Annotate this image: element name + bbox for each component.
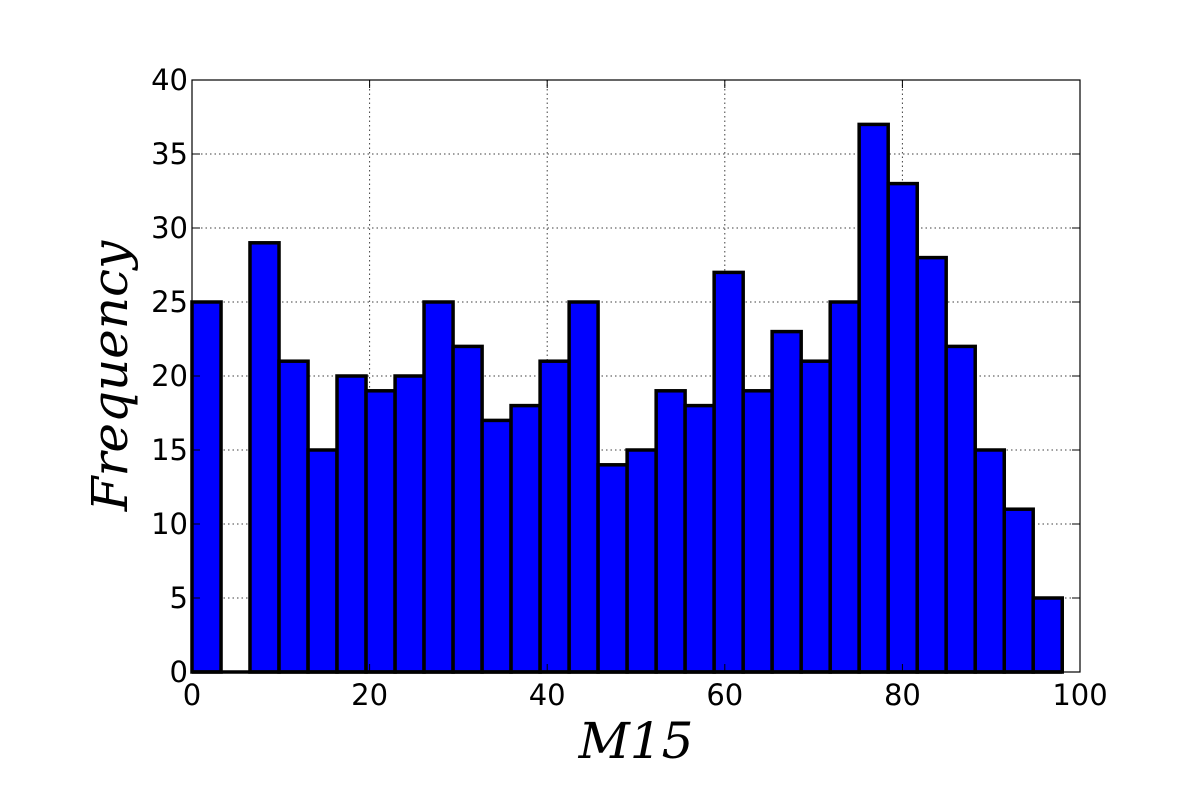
- x-tick-label: 20: [351, 678, 388, 712]
- y-tick-label: 35: [151, 137, 188, 171]
- y-tick-labels: 0 5 10 15 20 25 30 35 40: [151, 63, 188, 689]
- histogram-bar: [741, 389, 774, 674]
- histogram-bar: [973, 448, 1007, 674]
- y-tick-label: 20: [151, 359, 188, 393]
- histogram-bar: [596, 463, 629, 674]
- histogram-bar: [480, 418, 513, 674]
- histogram-bar: [712, 270, 745, 674]
- histogram-bar: [248, 241, 281, 674]
- histogram-bar: [277, 359, 310, 674]
- histogram-bar: [625, 448, 658, 674]
- x-tick-label: 60: [706, 678, 743, 712]
- histogram-bar: [451, 344, 484, 674]
- x-tick-labels: 0 20 40 60 80 100: [183, 678, 1108, 712]
- histogram-bar: [422, 300, 455, 674]
- y-tick-label: 5: [170, 581, 188, 615]
- x-tick-label: 0: [183, 678, 201, 712]
- histogram-bar: [944, 344, 977, 674]
- histogram-bar: [509, 403, 542, 674]
- histogram-bar: [364, 389, 397, 674]
- histogram-bar: [538, 359, 571, 674]
- histogram-bar: [770, 329, 803, 674]
- y-tick-label: 25: [151, 285, 188, 319]
- histogram-bar: [567, 300, 600, 674]
- histogram-bar: [683, 403, 716, 674]
- histogram-bar: [915, 255, 948, 674]
- histogram-bar: [393, 374, 426, 674]
- histogram-bar: [654, 389, 687, 674]
- histogram-bar: [1002, 507, 1035, 674]
- histogram-bar: [335, 374, 368, 674]
- histogram-bar: [190, 300, 223, 674]
- y-axis-title: Frequency: [81, 240, 139, 512]
- histogram-bars: [190, 122, 1064, 674]
- x-tick-label: 80: [884, 678, 921, 712]
- y-tick-label: 15: [151, 433, 188, 467]
- x-tick-label: 100: [1052, 678, 1107, 712]
- histogram-bar: [886, 181, 919, 674]
- x-tick-label: 40: [529, 678, 566, 712]
- y-tick-label: 0: [170, 655, 188, 689]
- histogram-bar: [799, 359, 832, 674]
- histogram-bar: [1031, 596, 1064, 674]
- y-tick-label: 40: [151, 63, 188, 97]
- histogram-bar: [857, 122, 890, 674]
- x-axis-title: M15: [578, 712, 694, 770]
- axis-ticks: [191, 79, 1081, 674]
- y-tick-label: 30: [151, 211, 188, 245]
- y-tick-label: 10: [151, 507, 188, 541]
- histogram-bar: [828, 300, 861, 674]
- histogram-bar: [306, 448, 339, 674]
